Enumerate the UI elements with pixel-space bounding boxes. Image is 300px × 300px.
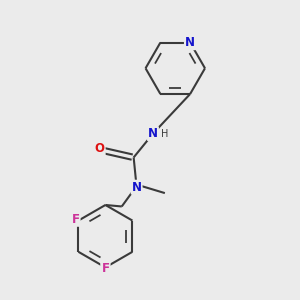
- Text: H: H: [160, 129, 168, 139]
- Text: N: N: [132, 181, 142, 194]
- Text: O: O: [94, 142, 104, 155]
- Text: N: N: [148, 127, 158, 140]
- Text: F: F: [71, 213, 80, 226]
- Text: F: F: [101, 262, 110, 275]
- Text: N: N: [185, 36, 195, 49]
